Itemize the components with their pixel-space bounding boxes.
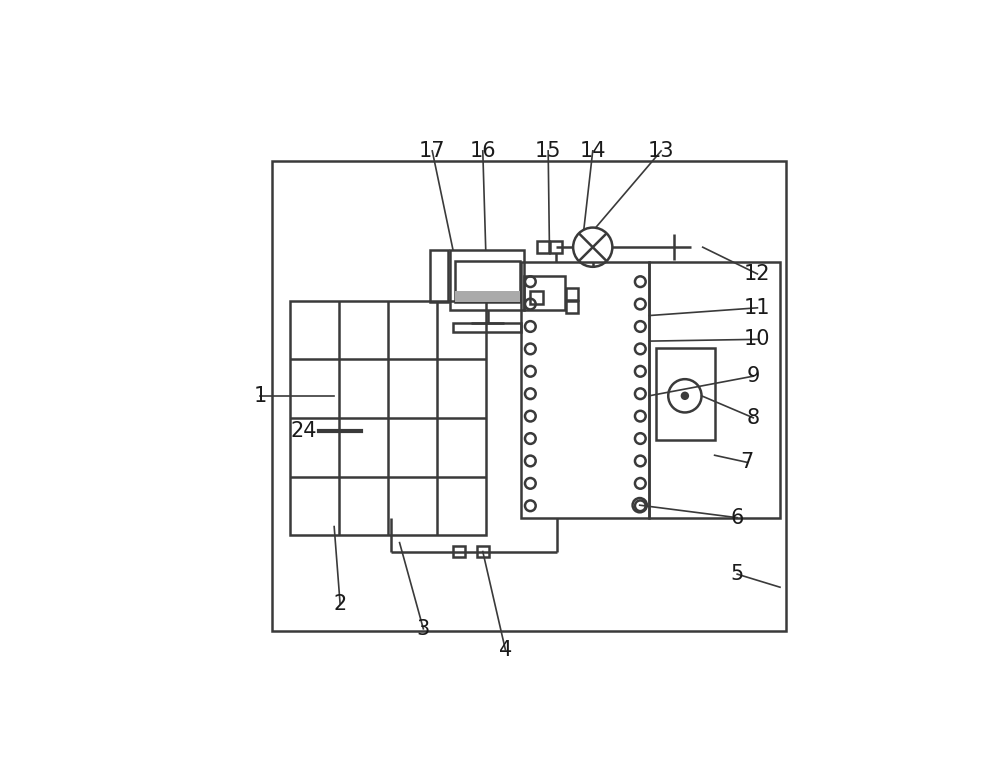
Bar — [530, 290, 543, 303]
Text: 24: 24 — [290, 422, 317, 442]
Bar — [656, 348, 715, 440]
Bar — [537, 241, 549, 253]
Text: 6: 6 — [731, 508, 744, 528]
Bar — [524, 276, 565, 310]
Text: 10: 10 — [744, 330, 771, 350]
Text: 11: 11 — [744, 298, 771, 318]
Bar — [290, 300, 486, 536]
Text: 5: 5 — [731, 564, 744, 584]
Text: 16: 16 — [469, 141, 496, 161]
Text: 17: 17 — [419, 141, 446, 161]
Bar — [566, 288, 578, 300]
Text: 4: 4 — [499, 640, 512, 659]
Text: 13: 13 — [648, 141, 674, 161]
Text: 14: 14 — [579, 141, 606, 161]
Text: 15: 15 — [535, 141, 561, 161]
Text: 7: 7 — [741, 452, 754, 472]
Bar — [566, 300, 578, 313]
Bar — [477, 546, 489, 557]
Text: 9: 9 — [747, 366, 760, 386]
Bar — [550, 241, 562, 253]
Bar — [453, 546, 465, 557]
Bar — [649, 262, 780, 518]
Text: 8: 8 — [747, 408, 760, 428]
Bar — [453, 323, 521, 332]
Bar — [521, 262, 649, 518]
Text: 1: 1 — [254, 386, 267, 406]
Text: 3: 3 — [417, 619, 430, 638]
Circle shape — [682, 393, 688, 399]
Bar — [450, 250, 524, 310]
Text: 2: 2 — [333, 594, 347, 614]
Bar — [455, 261, 520, 303]
Bar — [455, 291, 520, 303]
Bar — [272, 161, 786, 631]
Text: 12: 12 — [744, 264, 771, 284]
Bar — [430, 250, 448, 302]
